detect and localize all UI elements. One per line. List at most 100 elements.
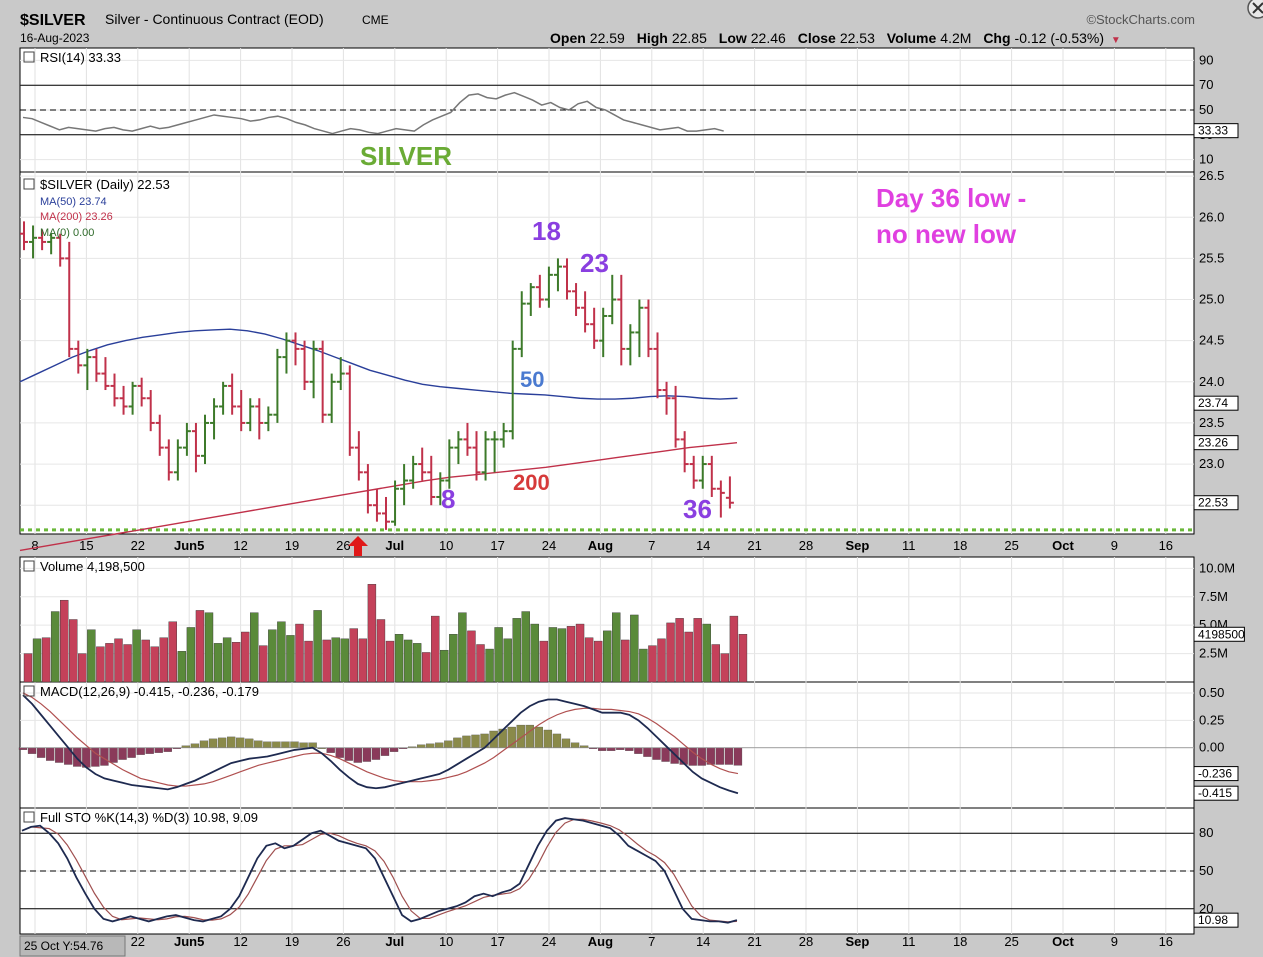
x-tick-label-bottom: Oct: [1052, 934, 1074, 949]
ohlc-bar: [119, 385, 128, 415]
rsi-y-tick: 90: [1199, 52, 1213, 67]
ohlc-bar: [617, 274, 626, 366]
volume-bar: [304, 640, 313, 683]
macd-histogram-bar: [371, 747, 381, 760]
x-tick-label: 19: [285, 538, 299, 553]
x-tick-label: 10: [439, 538, 453, 553]
x-tick-label-bottom: 17: [490, 934, 504, 949]
macd-histogram-bar: [552, 733, 562, 748]
ohlc-bar: [327, 373, 336, 423]
ohlc-bar: [363, 464, 372, 514]
ohlc-bar: [264, 406, 273, 432]
ohlc-bar: [173, 439, 182, 481]
ma50-line: [19, 328, 738, 400]
close-last-value-box: [1193, 495, 1239, 511]
x-tick-label: 28: [799, 538, 813, 553]
macd-histogram-bar: [254, 740, 263, 748]
x-tick-label: 18: [953, 538, 967, 553]
volume-bar: [603, 630, 612, 683]
macd-histogram-bar: [453, 737, 462, 748]
price-y-tick: 23.5: [1199, 415, 1224, 430]
macd-histogram-bar: [543, 729, 553, 748]
macd-histogram-bar: [236, 737, 245, 748]
macd-histogram-bar: [534, 726, 543, 748]
ohlc-bar: [110, 373, 119, 407]
close-icon[interactable]: [1247, 0, 1263, 19]
volume-bar: [639, 648, 648, 683]
macd-histogram-bar: [217, 737, 227, 748]
volume-bar: [23, 653, 33, 683]
ohlc-bar: [372, 488, 381, 522]
volume-bar: [286, 635, 295, 683]
macd-panel-icon: [23, 685, 35, 697]
close-last-value: 22.53: [1198, 496, 1228, 510]
price-y-tick: 26.0: [1199, 209, 1224, 224]
ohlc-bar: [47, 233, 56, 255]
volume-bar: [494, 627, 503, 683]
x-tick-label: 16: [1159, 538, 1173, 553]
macd-histogram-bar: [27, 747, 37, 754]
ohlc-bar: [572, 283, 581, 316]
ma200-last-value-box: [1193, 435, 1239, 451]
macd-histogram-bar: [435, 742, 444, 748]
volume-panel-icon: [23, 560, 35, 572]
macd-histogram-bar: [643, 747, 652, 757]
volume-bar: [240, 631, 250, 683]
volume-bar: [666, 622, 675, 683]
x-tick-label: Jul: [385, 538, 404, 553]
volume-bar: [693, 618, 702, 683]
volume-bar: [259, 645, 268, 683]
ohlc-bar: [418, 447, 427, 481]
ohlc-readout: Open 22.59 High 22.85 Low 22.46 Close 22.53 …: [550, 30, 1121, 46]
x-tick-label-bottom: 19: [285, 934, 299, 949]
volume-bar: [376, 619, 386, 683]
ohlc-bar: [517, 291, 526, 358]
ohlc-bar: [689, 455, 698, 489]
ohlc-bar: [680, 431, 689, 473]
price-y-tick: 24.0: [1199, 374, 1224, 389]
x-tick-label-bottom: 11: [902, 934, 916, 949]
volume-bar: [738, 634, 748, 683]
x-tick-label-bottom: Jul: [385, 934, 404, 949]
macd-histogram-bar: [570, 742, 580, 748]
volume-bar: [177, 651, 187, 683]
macd-histogram-bar: [299, 742, 308, 748]
ohlc-bar: [481, 431, 490, 481]
price-y-tick: 26.5: [1199, 168, 1224, 183]
volume-bar: [69, 619, 78, 683]
ohlc-bar: [309, 340, 318, 399]
macd-histogram-bar: [127, 747, 136, 758]
x-tick-label: Jun5: [174, 538, 204, 553]
volume-last-value-box: [1193, 626, 1245, 642]
volume-bar: [503, 638, 512, 683]
ohlc-bar: [644, 299, 653, 358]
rsi-title: RSI(14) 33.33: [40, 50, 121, 65]
volume-bar: [114, 638, 123, 683]
rsi-last-value: 33.33: [1198, 124, 1228, 138]
x-tick-label: 17: [490, 538, 504, 553]
macd-histogram-bar: [362, 747, 372, 762]
exchange: CME: [362, 13, 389, 27]
ma50-annotation: 50: [520, 367, 544, 392]
day36-note-line2: no new low: [876, 219, 1017, 249]
x-tick-label-bottom: 9: [1111, 934, 1118, 949]
macd-histogram-bar: [163, 747, 172, 752]
price-panel-icon: [23, 178, 35, 190]
macd-histogram-bar: [335, 747, 344, 758]
ohlc-bar: [128, 381, 137, 415]
volume-bar: [123, 644, 132, 683]
volume-title: Volume 4,198,500: [40, 559, 145, 574]
macd-histogram-bar: [118, 747, 127, 760]
ohlc-bar: [291, 332, 300, 366]
volume-bar: [96, 646, 105, 683]
x-tick-label-bottom: 24: [542, 934, 556, 949]
macd-histogram-bar: [634, 747, 643, 754]
volume-bar: [295, 623, 304, 683]
volume-bar: [313, 610, 322, 683]
price-y-tick: 24.5: [1199, 333, 1224, 348]
ohlc-bar: [354, 431, 363, 481]
ohlc-bar: [20, 221, 28, 251]
ohlc-bar: [336, 357, 345, 391]
